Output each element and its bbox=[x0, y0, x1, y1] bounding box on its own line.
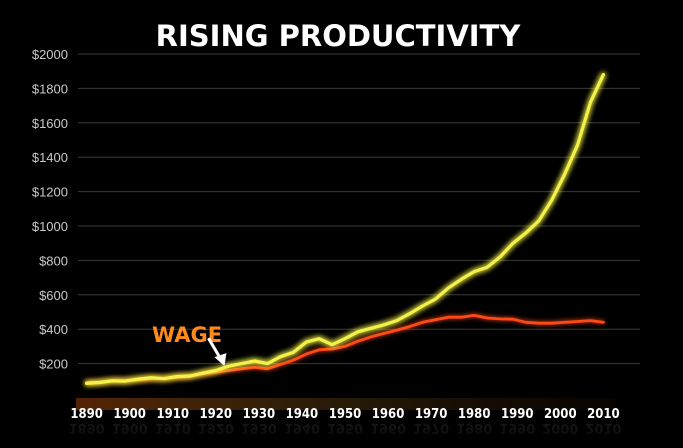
y-tick-label: $800 bbox=[39, 253, 68, 268]
y-tick-label: $1000 bbox=[32, 219, 68, 234]
y-axis: $200 $400 $600 $800 $1000 $1200 $1400 $1600 $180… bbox=[32, 47, 68, 372]
x-tick-label: 2000 bbox=[544, 407, 577, 422]
x-tick-label: 1930 bbox=[243, 407, 276, 422]
y-tick-label: $1200 bbox=[32, 185, 68, 200]
x-axis: 1890 1900 1910 1920 1930 1940 1950 1960 1970 1980… bbox=[70, 407, 619, 422]
x-tick-label: 1940 bbox=[286, 407, 319, 422]
x-tick-reflection: 1920 bbox=[198, 420, 234, 435]
floor-glow bbox=[76, 398, 616, 410]
x-tick-reflection: 1940 bbox=[284, 420, 320, 435]
x-tick-reflection: 1890 bbox=[69, 420, 105, 435]
x-tick-label: 1920 bbox=[200, 407, 233, 422]
x-tick-label: 1980 bbox=[458, 407, 491, 422]
x-tick-reflection: 2000 bbox=[542, 420, 578, 435]
x-tick-label: 1910 bbox=[156, 407, 189, 422]
x-tick-label: 2010 bbox=[587, 407, 620, 422]
x-tick-label: 1890 bbox=[70, 407, 103, 422]
y-tick-label: $1800 bbox=[32, 81, 68, 96]
x-tick-reflection: 1950 bbox=[327, 420, 363, 435]
x-tick-reflection: 2010 bbox=[585, 420, 621, 435]
series-layer bbox=[84, 72, 606, 385]
y-tick-label: $200 bbox=[39, 357, 68, 372]
grid-lines bbox=[78, 53, 640, 365]
wage-arrow-icon bbox=[207, 337, 227, 367]
x-tick-label: 1900 bbox=[113, 407, 146, 422]
x-tick-label: 1970 bbox=[415, 407, 448, 422]
chart-title: RISING PRODUCTIVITY bbox=[156, 19, 522, 53]
x-tick-reflection: 1900 bbox=[112, 420, 148, 435]
productivity-series-line bbox=[84, 72, 606, 385]
y-tick-label: $600 bbox=[39, 288, 68, 303]
y-tick-label: $2000 bbox=[32, 47, 68, 62]
x-tick-reflection: 1980 bbox=[456, 420, 492, 435]
x-tick-label: 1990 bbox=[501, 407, 534, 422]
y-tick-label: $1600 bbox=[32, 116, 68, 131]
x-tick-reflection: 1970 bbox=[413, 420, 449, 435]
x-tick-label: 1950 bbox=[329, 407, 362, 422]
x-tick-reflection: 1910 bbox=[155, 420, 191, 435]
x-tick-reflection: 1960 bbox=[370, 420, 406, 435]
y-tick-label: $400 bbox=[39, 322, 68, 337]
x-axis-reflection: 1890 1900 1910 1920 1930 1940 1950 1960 1970 1980… bbox=[69, 420, 622, 435]
x-tick-reflection: 1930 bbox=[241, 420, 277, 435]
x-tick-reflection: 1990 bbox=[499, 420, 535, 435]
y-tick-label: $1400 bbox=[32, 150, 68, 165]
x-tick-label: 1960 bbox=[372, 407, 405, 422]
